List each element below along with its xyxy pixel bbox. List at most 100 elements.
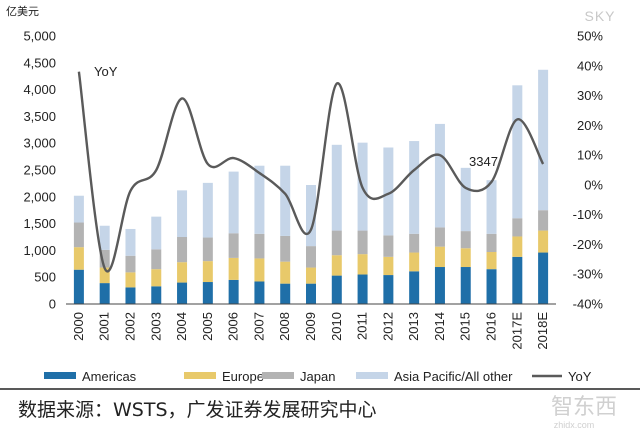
x-tick-label: 2012: [380, 312, 395, 341]
bar-segment: [538, 252, 549, 304]
bar-segment: [357, 230, 368, 255]
left-tick-label: 3,500: [23, 109, 56, 124]
bar-segment: [306, 246, 316, 268]
bar-segment: [460, 231, 471, 249]
bar-segment: [73, 269, 84, 304]
x-tick-label: 2000: [71, 312, 86, 341]
bar-segment: [280, 165, 291, 236]
right-tick-label: 50%: [577, 29, 603, 44]
bar-segment: [254, 233, 265, 259]
bar-segment: [125, 228, 136, 256]
right-tick-label: -10%: [573, 207, 604, 222]
legend-swatch: [356, 372, 388, 379]
bar-segment: [228, 171, 239, 234]
bar-segment: [73, 195, 84, 223]
right-tick-label: 20%: [577, 118, 603, 133]
bar-segment: [512, 218, 523, 237]
x-tick-label: 2001: [97, 312, 112, 341]
right-tick-label: 10%: [577, 148, 603, 163]
x-tick-label: 2010: [329, 312, 344, 341]
bar-segment: [512, 236, 523, 257]
legend-label: Asia Pacific/All other: [394, 369, 513, 384]
bar-series: [73, 69, 549, 304]
x-tick-label: 2015: [458, 312, 473, 341]
right-tick-label: -30%: [573, 267, 604, 282]
x-tick-label: 2014: [432, 312, 447, 341]
bar-segment: [434, 267, 445, 304]
legend-label: YoY: [568, 369, 592, 384]
left-tick-label: 4,500: [23, 55, 56, 70]
bar-segment: [177, 237, 188, 263]
bar-segment: [357, 274, 368, 304]
bar-segment: [409, 252, 420, 272]
value-annotation: 3347: [469, 154, 498, 169]
legend-label: Europe: [222, 369, 264, 384]
bar-segment: [151, 269, 162, 287]
bar-segment: [538, 69, 549, 211]
legend-swatch: [44, 372, 76, 379]
x-tick-label: 2004: [174, 312, 189, 341]
bar-segment: [202, 282, 213, 304]
bar-segment: [99, 249, 110, 268]
bar-segment: [434, 227, 445, 247]
bar-segment: [151, 286, 162, 304]
bar-segment: [512, 85, 523, 219]
bar-segment: [177, 190, 188, 237]
left-tick-label: 2,500: [23, 163, 56, 178]
bar-segment: [460, 167, 471, 232]
bar-segment: [538, 230, 549, 253]
right-tick-label: -20%: [573, 237, 604, 252]
yoy-line-path: [77, 71, 545, 273]
brand-watermark-url: zhidx.com: [554, 420, 595, 430]
x-tick-label: 2008: [277, 312, 292, 341]
yoy-annotation: YoY: [94, 64, 118, 79]
x-tick-label: 2007: [251, 312, 266, 341]
left-tick-label: 4,000: [23, 82, 56, 97]
bar-segment: [202, 237, 213, 262]
left-tick-label: 3,000: [23, 136, 56, 151]
bar-segment: [99, 267, 110, 284]
right-tick-label: -40%: [573, 297, 604, 312]
bar-segment: [228, 233, 239, 258]
x-tick-label: 2017E: [509, 312, 524, 350]
bar-segment: [434, 123, 445, 228]
legend-label: Japan: [300, 369, 335, 384]
bar-segment: [538, 210, 549, 231]
bar-segment: [306, 283, 316, 304]
right-tick-label: 30%: [577, 88, 603, 103]
bar-segment: [383, 235, 394, 257]
left-y-axis: 亿美元 0 500 1,000 1,500 2,000 2,500 3,000 3,500 4,0…: [6, 5, 56, 312]
bar-segment: [125, 255, 136, 273]
bar-segment: [202, 182, 213, 238]
bar-segment: [383, 275, 394, 304]
bar-segment: [177, 262, 188, 283]
bar-segment: [512, 256, 523, 304]
annotations: YoY 3347: [94, 64, 498, 169]
bar-segment: [254, 165, 265, 234]
bar-segment: [99, 283, 110, 304]
bar-segment: [331, 255, 342, 276]
right-y-axis: -40% -30% -20% -10% 0% 10% 20% 30% 40% 50%: [573, 29, 604, 312]
left-tick-label: 500: [34, 270, 56, 285]
bar-segment: [434, 246, 445, 268]
bar-segment: [486, 233, 497, 253]
bar-segment: [280, 283, 291, 304]
bar-segment: [357, 254, 368, 275]
legend-label: Americas: [82, 369, 137, 384]
legend-swatch: [262, 372, 294, 379]
bar-segment: [254, 258, 265, 282]
left-tick-label: 2,000: [23, 189, 56, 204]
bar-segment: [99, 225, 110, 250]
yoy-line: [77, 71, 545, 273]
bar-segment: [331, 144, 342, 231]
bar-segment: [254, 281, 265, 304]
x-tick-label: 2005: [200, 312, 215, 341]
x-tick-label: 2016: [484, 312, 499, 341]
bar-segment: [228, 279, 239, 304]
bar-segment: [202, 261, 213, 283]
bar-segment: [306, 267, 316, 284]
watermark-text: SKY: [584, 8, 615, 24]
bar-segment: [125, 287, 136, 304]
